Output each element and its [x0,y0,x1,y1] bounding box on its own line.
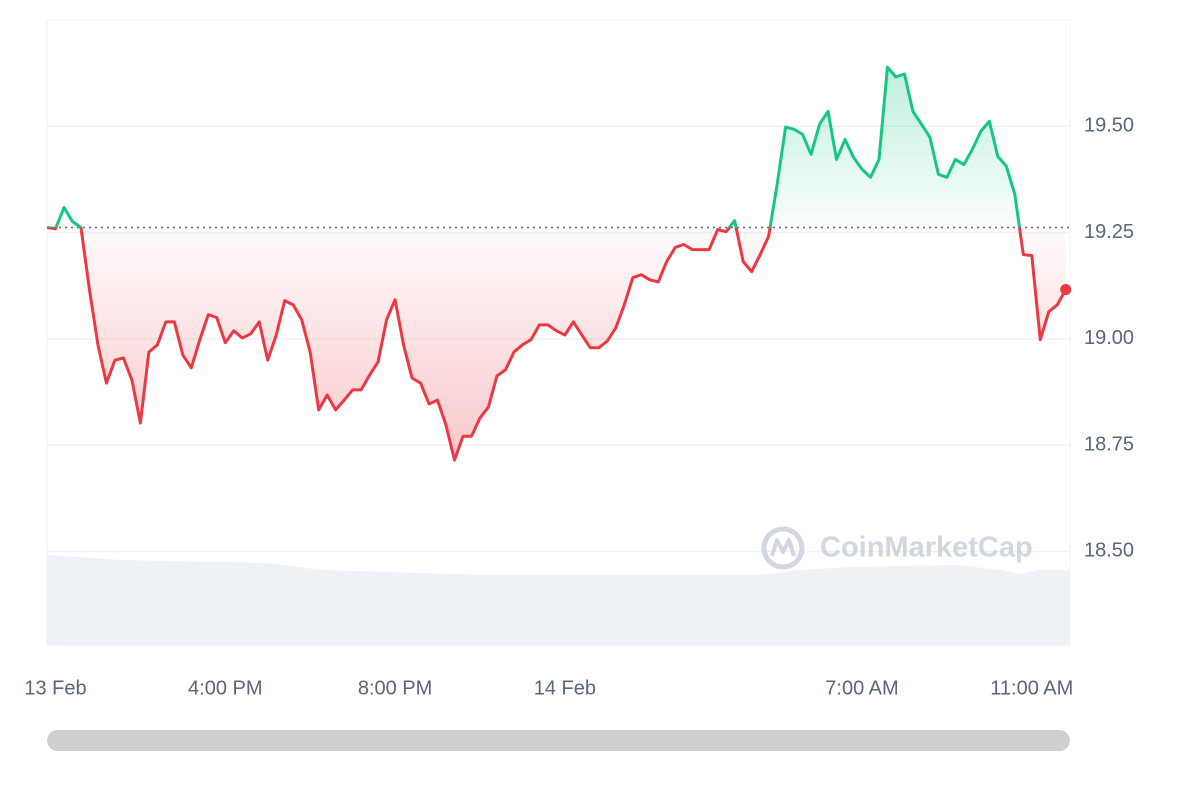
price-line-up [46,65,1021,228]
last-price-dot [1060,284,1072,296]
x-tick-label: 14 Feb [534,677,596,699]
x-tick-label: 8:00 PM [358,677,432,699]
y-tick-label: 18.75 [1084,433,1134,455]
y-tick-label: 18.50 [1084,540,1134,562]
watermark-logo [761,526,805,570]
price-line-down [46,227,1068,462]
y-tick-label: 19.50 [1084,115,1134,137]
y-tick-label: 19.00 [1084,327,1134,349]
watermark: CoinMarketCap [761,526,1033,570]
watermark-logo-mark [770,538,796,557]
area-up [47,67,1066,228]
x-tick-label: 13 Feb [24,677,86,699]
area-down [47,227,1066,461]
y-tick-label: 19.25 [1084,221,1134,243]
x-tick-label: 4:00 PM [188,677,262,699]
x-tick-label: 11:00 AM [990,677,1073,699]
x-tick-label: 7:00 AM [825,677,898,699]
watermark-text: CoinMarketCap [820,532,1033,564]
scrollbar[interactable] [47,730,1070,751]
volume-area [47,555,1070,645]
